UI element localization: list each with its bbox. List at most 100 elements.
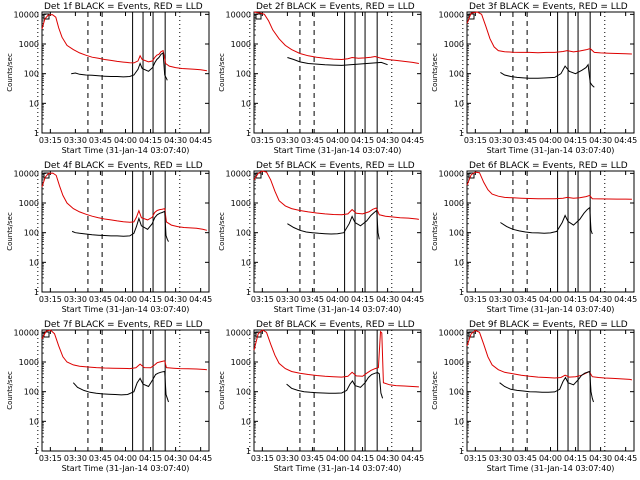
plot-frame [41,170,210,293]
y-tick-label: 10 [454,258,464,267]
series-red-line [41,172,208,231]
y-tick-label: 10 [454,99,464,108]
y-axis-label: Counts/sec [431,371,439,410]
y-tick-label: 100 [24,388,39,397]
y-tick-label: 10 [241,258,251,267]
y-tick-label: 1 [459,447,464,456]
subplot-det-1: Det 1f BLACK = Events, RED = LLD Counts/s… [6,2,212,155]
series-red-line [253,329,419,388]
x-tick-label: 04:15 [564,295,587,304]
subplot-det-7: Det 7f BLACK = Events, RED = LLD Counts/s… [6,320,212,473]
x-tick-label: 04:45 [401,295,424,304]
corner-marker [43,172,50,179]
plot-frame [466,11,635,134]
series-red-line [466,11,632,55]
plot-title: Det 1f BLACK = Events, RED = LLD [44,2,203,12]
y-axis-label: Counts/sec [218,53,226,92]
x-tick-label: 04:00 [326,454,349,463]
x-tick-label: 03:15 [251,454,274,463]
x-tick-label: 04:45 [189,295,212,304]
y-tick-label: 100 [236,229,251,238]
x-axis-label: Start Time (31-Jan-14 03:07:40) [274,464,402,473]
y-axis-label: Counts/sec [218,371,226,410]
x-tick-label: 04:45 [401,136,424,145]
x-tick-label: 04:15 [351,454,374,463]
subplot-det-8: Det 8f BLACK = Events, RED = LLD Counts/s… [218,320,424,473]
y-tick-label: 10000 [14,10,39,19]
subplot-det-6: Det 6f BLACK = Events, RED = LLD Counts/s… [431,161,637,314]
x-tick-label: 04:30 [589,295,612,304]
x-tick-label: 04:00 [539,136,562,145]
x-tick-label: 03:30 [489,136,512,145]
plot-frame [466,170,635,293]
x-tick-label: 03:30 [276,295,299,304]
x-tick-label: 04:30 [164,136,187,145]
x-tick-label: 03:15 [39,454,62,463]
plot-title: Det 5f BLACK = Events, RED = LLD [256,161,415,171]
series-black-line [286,372,384,399]
y-tick-label: 1000 [444,358,464,367]
plot-title: Det 6f BLACK = Events, RED = LLD [469,161,628,171]
y-tick-label: 1 [34,447,39,456]
x-tick-label: 03:45 [301,454,324,463]
x-tick-label: 03:30 [64,454,87,463]
x-tick-label: 04:00 [114,454,137,463]
series-red-line [253,170,419,220]
x-tick-label: 04:00 [539,295,562,304]
y-tick-label: 10000 [14,328,39,337]
x-axis-label: Start Time (31-Jan-14 03:07:40) [487,146,615,155]
x-tick-label: 04:15 [139,454,162,463]
y-tick-label: 1 [246,129,251,138]
y-tick-label: 1000 [444,40,464,49]
plot-title: Det 9f BLACK = Events, RED = LLD [469,320,628,330]
x-tick-label: 03:15 [39,295,62,304]
series-red-line [466,329,633,381]
x-tick-label: 03:45 [89,454,112,463]
y-tick-label: 10000 [439,169,464,178]
y-tick-label: 1 [459,288,464,297]
y-tick-label: 100 [236,70,251,79]
subplot-det-3: Det 3f BLACK = Events, RED = LLD Counts/s… [431,2,637,155]
x-tick-label: 04:45 [189,136,212,145]
series-black-line [287,57,388,66]
x-tick-label: 04:15 [351,295,374,304]
plot-frame [253,170,422,293]
x-tick-label: 03:45 [89,136,112,145]
x-tick-label: 03:15 [464,136,487,145]
x-tick-label: 04:15 [139,136,162,145]
y-tick-label: 1 [34,288,39,297]
y-tick-label: 1 [459,129,464,138]
x-tick-label: 04:00 [114,136,137,145]
y-tick-label: 1000 [19,199,39,208]
y-tick-label: 10000 [226,169,251,178]
x-tick-label: 04:30 [164,295,187,304]
x-tick-label: 04:45 [614,136,637,145]
x-axis-label: Start Time (31-Jan-14 03:07:40) [62,305,190,314]
x-tick-label: 04:30 [589,454,612,463]
x-tick-label: 03:30 [276,454,299,463]
x-tick-label: 03:45 [89,295,112,304]
x-tick-label: 04:45 [614,454,637,463]
x-tick-label: 04:30 [376,295,399,304]
x-tick-label: 03:30 [64,136,87,145]
plot-frame [41,329,210,452]
corner-marker [468,172,475,179]
x-tick-label: 04:45 [401,454,424,463]
x-tick-label: 04:30 [164,454,187,463]
plot-frame [41,11,210,134]
series-black-line [499,370,594,403]
series-black-line [287,209,380,240]
x-tick-label: 03:45 [514,136,537,145]
subplot-det-4: Det 4f BLACK = Events, RED = LLD Counts/s… [6,161,212,314]
y-axis-label: Counts/sec [431,212,439,251]
subplot-det-2: Det 2f BLACK = Events, RED = LLD Counts/s… [218,2,424,155]
x-tick-label: 04:00 [539,454,562,463]
y-tick-label: 100 [449,388,464,397]
x-tick-label: 03:45 [301,136,324,145]
x-tick-label: 04:15 [139,295,162,304]
plot-title: Det 3f BLACK = Events, RED = LLD [469,2,628,12]
y-tick-label: 100 [24,70,39,79]
x-tick-label: 03:15 [464,295,487,304]
x-tick-label: 04:00 [326,136,349,145]
